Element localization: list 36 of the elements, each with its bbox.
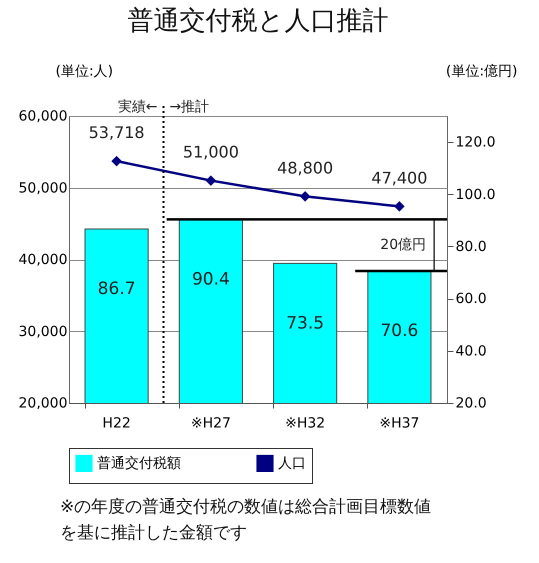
y-tick-label: 20,000 — [18, 396, 68, 412]
y-tick-label: 60,000 — [18, 108, 68, 124]
x-tick-label: ※H27 — [190, 416, 231, 432]
annotation: 20億円 — [380, 237, 426, 254]
data-label: 90.4 — [192, 269, 230, 290]
data-label: 70.6 — [380, 320, 418, 341]
x-tick-label: ※H37 — [379, 416, 420, 432]
point — [206, 175, 216, 186]
y-tick-label: 30,000 — [18, 324, 68, 340]
y2-tick-label: 20.0 — [456, 396, 487, 412]
y2-tick-label: 100.0 — [456, 186, 496, 203]
chart-title: 普通交付税と人口推計 — [128, 6, 388, 36]
y2-tick-label: 60.0 — [456, 291, 487, 308]
data-label: 86.7 — [98, 278, 136, 299]
point — [394, 201, 405, 212]
point — [300, 191, 310, 202]
text: →推計 — [170, 99, 210, 115]
y-tick-label: 50,000 — [18, 180, 68, 196]
y-axis-title: (単位:人) — [56, 64, 114, 80]
y2-axis-title: (単位:億円) — [446, 64, 518, 80]
text: 実績← — [118, 99, 158, 115]
data-label: 51,000 — [182, 142, 239, 162]
legend-label: 人口 — [278, 455, 306, 472]
y2-tick-label: 40.0 — [456, 343, 487, 360]
text: ※の年度の普通交付税の数値は総合計画目標数値を基に推計した金額です — [60, 496, 432, 545]
data-label: 53,718 — [88, 123, 145, 142]
x-tick-label: H22 — [102, 416, 131, 432]
y2-tick-label: 120.0 — [456, 134, 496, 151]
y2-tick-label: 80.0 — [456, 238, 487, 255]
data-label: 47,400 — [371, 168, 428, 188]
x-tick-label: ※H32 — [285, 416, 326, 432]
legend-label: 普通交付税額 — [97, 454, 181, 472]
y-tick-label: 40,000 — [18, 252, 68, 268]
data-label: 73.5 — [286, 313, 324, 334]
data-label: 48,800 — [277, 158, 334, 178]
point — [111, 156, 122, 166]
